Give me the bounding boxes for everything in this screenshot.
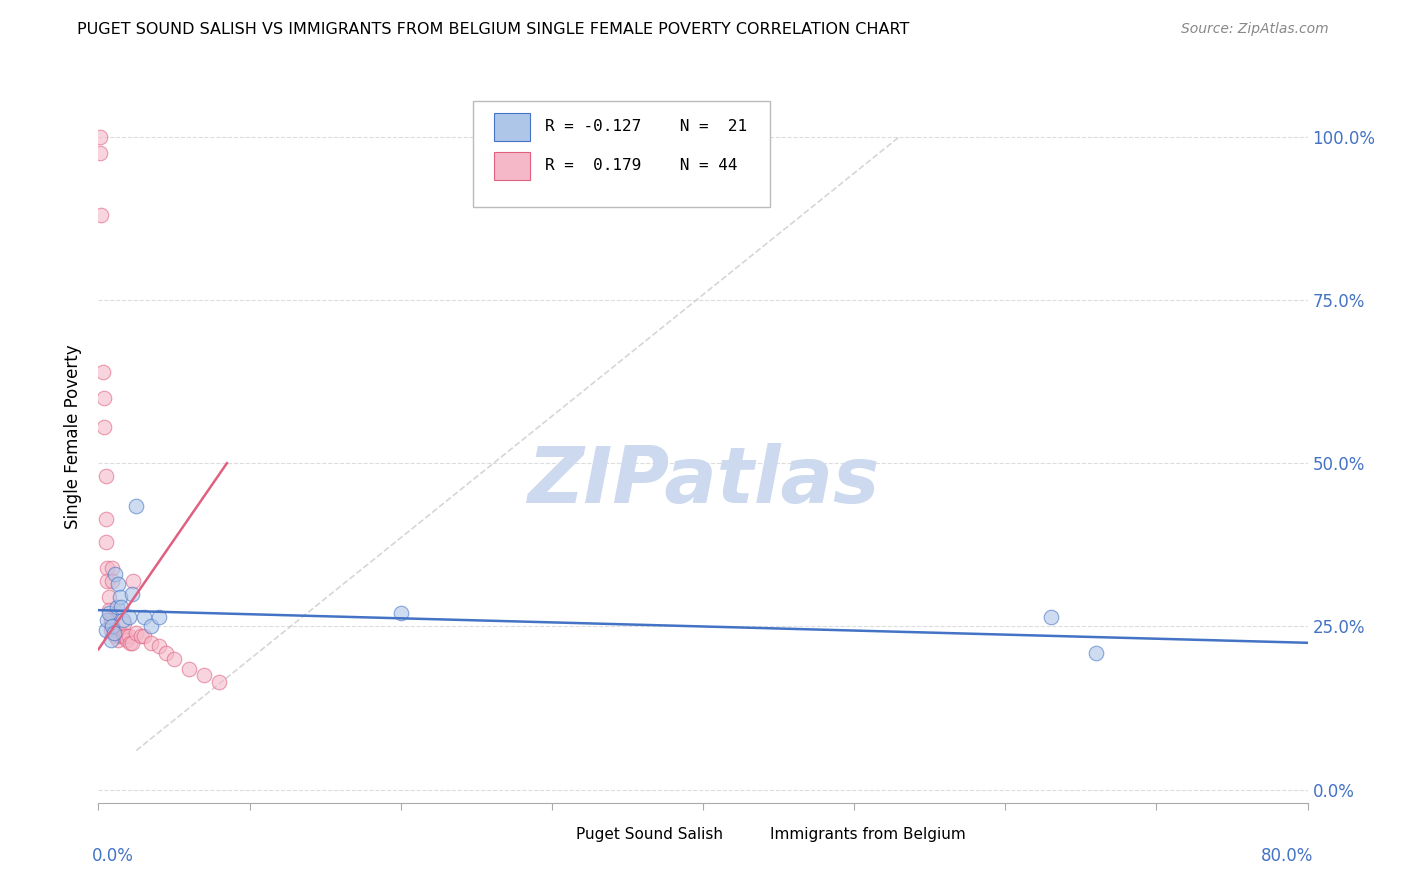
Point <box>101 619 124 633</box>
Point <box>107 632 129 647</box>
Point <box>111 629 134 643</box>
Point <box>91 365 114 379</box>
Point <box>100 613 122 627</box>
Point <box>103 626 125 640</box>
Point <box>96 560 118 574</box>
Point <box>108 629 131 643</box>
Point <box>101 574 124 588</box>
Point <box>163 652 186 666</box>
Point <box>148 609 170 624</box>
Point <box>94 623 117 637</box>
Point <box>112 616 135 631</box>
Point <box>129 629 152 643</box>
Point <box>98 607 121 621</box>
Point <box>148 639 170 653</box>
Point <box>108 590 131 604</box>
Point <box>179 662 201 676</box>
Point <box>103 623 125 637</box>
Point <box>110 599 132 614</box>
Point <box>141 636 163 650</box>
Bar <box>494 152 530 179</box>
Point <box>1039 609 1062 624</box>
Point <box>115 632 138 647</box>
Point <box>132 609 155 624</box>
Point <box>114 629 136 643</box>
Point <box>118 629 141 643</box>
Point <box>94 512 117 526</box>
Bar <box>540 827 567 843</box>
Text: Immigrants from Belgium: Immigrants from Belgium <box>769 828 966 842</box>
Point <box>98 590 121 604</box>
Point <box>107 577 129 591</box>
Point <box>93 420 115 434</box>
Y-axis label: Single Female Poverty: Single Female Poverty <box>65 345 83 529</box>
Point <box>118 609 141 624</box>
Point <box>110 626 132 640</box>
Text: 80.0%: 80.0% <box>1261 847 1313 864</box>
Point <box>89 146 111 161</box>
Point <box>155 646 177 660</box>
Point <box>101 560 124 574</box>
Text: Puget Sound Salish: Puget Sound Salish <box>576 828 723 842</box>
Point <box>100 616 122 631</box>
Point <box>104 567 127 582</box>
Point <box>90 208 112 222</box>
Point <box>96 574 118 588</box>
Point <box>125 626 148 640</box>
Point <box>121 587 143 601</box>
Point <box>141 619 163 633</box>
Point <box>1085 646 1108 660</box>
Point <box>120 636 142 650</box>
Text: 0.0%: 0.0% <box>93 847 134 864</box>
Point <box>98 603 121 617</box>
Point <box>94 534 117 549</box>
Point <box>125 499 148 513</box>
Point <box>122 574 145 588</box>
Point <box>389 607 412 621</box>
Point <box>112 629 135 643</box>
Text: ZIPatlas: ZIPatlas <box>527 443 879 519</box>
Text: R =  0.179    N = 44: R = 0.179 N = 44 <box>544 158 737 173</box>
Point <box>96 613 118 627</box>
Text: R = -0.127    N =  21: R = -0.127 N = 21 <box>544 120 747 135</box>
Point <box>105 607 128 621</box>
Text: Source: ZipAtlas.com: Source: ZipAtlas.com <box>1181 22 1329 37</box>
Point <box>111 613 134 627</box>
Point <box>121 636 143 650</box>
Point <box>104 629 127 643</box>
FancyBboxPatch shape <box>474 101 769 207</box>
Point <box>132 629 155 643</box>
Point <box>193 668 215 682</box>
Bar <box>734 827 759 843</box>
Point <box>105 599 128 614</box>
Point <box>93 391 115 405</box>
Point <box>100 632 122 647</box>
Bar <box>494 113 530 141</box>
Point <box>89 129 111 144</box>
Text: PUGET SOUND SALISH VS IMMIGRANTS FROM BELGIUM SINGLE FEMALE POVERTY CORRELATION : PUGET SOUND SALISH VS IMMIGRANTS FROM BE… <box>77 22 910 37</box>
Point <box>208 675 231 690</box>
Point <box>100 623 122 637</box>
Point <box>103 626 125 640</box>
Point <box>94 469 117 483</box>
